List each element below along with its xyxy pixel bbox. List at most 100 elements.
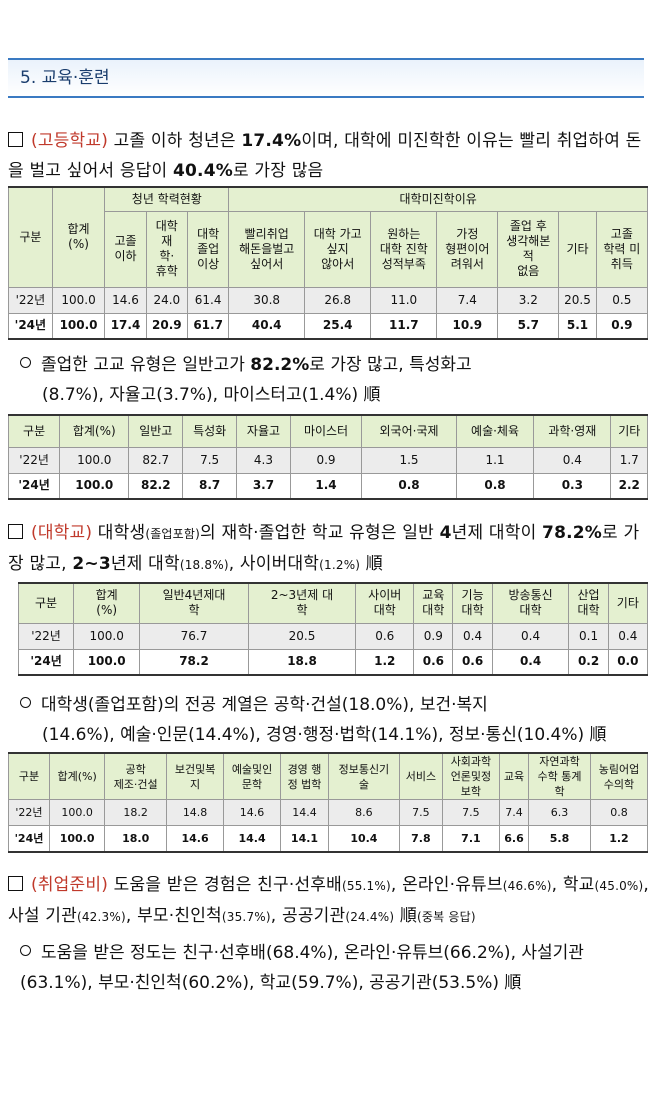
text: 년제 대학 <box>110 554 180 574</box>
small-value: (60.2%) <box>181 973 249 993</box>
table-cell: 0.6 <box>413 648 454 676</box>
header-cell: 합계(%) <box>73 582 141 624</box>
text: , 예술·인문 <box>109 725 189 745</box>
header-cell: 자율고 <box>236 414 291 448</box>
paragraph-university: (대학교) 대학생(졸업포함)의 재학·졸업한 학교 유형은 일반 4년제 대학… <box>8 518 650 580</box>
text: 이며, 대학에 미진학한 이유는 빨리 취업하여 돈을 벌고 싶어서 응답이 <box>8 131 642 181</box>
header-cell: 대학 졸업 이상 <box>186 210 230 288</box>
row-year: '22년 <box>8 286 53 314</box>
circle-bullet-icon <box>20 697 31 708</box>
header-cell: 졸업 후 생각해본 적 없음 <box>497 210 560 288</box>
table-row: '24년 100.0 18.0 14.6 14.4 14.1 10.4 7.8 7.1 6.6 5.… <box>8 825 649 853</box>
table-cell: 18.2 <box>104 799 168 826</box>
table-row: '22년 100.0 18.2 14.8 14.6 14.4 8.6 7.5 7.5 7.4 6.3… <box>8 799 649 826</box>
text: 로 가장 많고, 특성화고 <box>309 355 472 375</box>
text: , 학교 <box>248 973 292 993</box>
tag-job-prep: (취업준비) <box>31 875 109 895</box>
header-cell: 대학 재 학· 휴학 <box>145 210 188 288</box>
header-cell: 합계(%) <box>51 186 106 288</box>
table-cell: 61.4 <box>186 286 230 314</box>
small-value: (42.3%) <box>76 910 126 924</box>
table-cell: 5.1 <box>558 312 597 340</box>
table-cell: 0.4 <box>491 622 570 650</box>
table-cell: 0.6 <box>355 622 415 650</box>
text: 도움을 받은 경험은 친구·선후배 <box>108 875 342 895</box>
small-value: (68.4%) <box>265 943 334 963</box>
header-cell: 사이버 대학 <box>355 582 415 624</box>
text: , 경영·행정·법학 <box>255 725 371 745</box>
text: 고졸 이하 청년은 <box>108 131 242 151</box>
text: , 공공기관 <box>270 906 346 926</box>
table-cell: 7.5 <box>182 446 238 474</box>
table-cell: 24.0 <box>145 286 188 314</box>
text: , 온라인·유튜브 <box>333 943 444 963</box>
small-value: (63.1%) <box>20 973 88 993</box>
table-cell: 10.4 <box>327 825 400 853</box>
table-cell: 1.4 <box>289 472 363 500</box>
value: 2~3 <box>72 554 111 574</box>
table-cell: 1.7 <box>610 446 648 474</box>
small-value: (59.7%) <box>291 973 359 993</box>
text: , 부모·친인척 <box>87 973 182 993</box>
tag-high-school: (고등학교) <box>31 131 109 151</box>
small-value: (45.0%) <box>594 879 644 893</box>
header-cell: 마이스터 <box>289 414 363 448</box>
header-cell: 기능 대학 <box>452 582 493 624</box>
table-cell: 7.5 <box>398 799 443 826</box>
table-cell: 1.1 <box>455 446 535 474</box>
header-cell: 구분 <box>8 186 53 288</box>
value: 40.4% <box>172 161 233 181</box>
header-cell: 보건및복 지 <box>166 752 225 800</box>
text: 로 가장 많고, <box>8 523 640 574</box>
paragraph-major: 대학생(졸업포함)의 전공 계열은 공학·건설(18.0%), 보건·복지 (1… <box>20 690 650 750</box>
header-cell: 고졸 학력 미 취득 <box>595 210 649 288</box>
header-cell: 예술·체육 <box>455 414 535 448</box>
table-cell: 30.8 <box>228 286 306 314</box>
table-cell: 14.4 <box>280 799 329 826</box>
table-cell: 0.1 <box>568 622 609 650</box>
text: , 부모·친인척 <box>125 906 222 926</box>
table-cell: 0.4 <box>491 648 570 676</box>
table-cell: 14.6 <box>104 286 147 314</box>
table-cell: 0.0 <box>607 648 649 676</box>
header-cell: 기타 <box>558 210 597 288</box>
table-cell: 0.4 <box>607 622 649 650</box>
text: , 보건·복지 <box>409 695 488 715</box>
header-cell: 방송통신 대학 <box>491 582 570 624</box>
circle-bullet-icon <box>20 945 31 956</box>
table-cell: 76.7 <box>139 622 249 650</box>
row-year: '24년 <box>8 312 53 340</box>
value: 82.2% <box>250 355 310 375</box>
table-cell: 20.9 <box>145 312 188 340</box>
small-value: (10.4%) <box>516 725 585 745</box>
table-row: '22년 100.0 14.6 24.0 61.4 30.8 26.8 11.0 7.4 3.2 2… <box>8 286 649 314</box>
header-cell: 합계(%) <box>48 752 106 800</box>
table-cell: 17.4 <box>104 312 147 340</box>
table-cell: 100.0 <box>51 312 106 340</box>
table-cell: 82.2 <box>128 472 184 500</box>
header-cell: 빨리취업 해돈을벌고 싶어서 <box>228 210 306 288</box>
small-value: (졸업포함) <box>145 527 201 541</box>
header-cell: 교육 대학 <box>413 582 454 624</box>
header-cell: 고졸 이하 <box>104 210 147 288</box>
square-bullet-icon <box>8 524 23 539</box>
table-cell: 2.2 <box>610 472 648 500</box>
table-cell: 100.0 <box>48 799 106 826</box>
header-cell: 특성화 <box>182 414 238 448</box>
table-cell: 4.3 <box>236 446 291 474</box>
table-cell: 100.0 <box>73 648 141 676</box>
paragraph-high-school-type: 졸업한 고교 유형은 일반고가 82.2%로 가장 많고, 특성화고 (8.7%… <box>20 350 650 410</box>
table-high-school-type: 구분 합계(%) 일반고 특성화 자율고 마이스터 외국어·국제 예술·체육 과학·영재 기타 '2… <box>7 414 648 500</box>
small-value: (53.5%) <box>431 973 500 993</box>
header-cell: 합계(%) <box>59 414 130 448</box>
value: 4 <box>439 523 452 543</box>
small-value: (14.4%) <box>188 725 256 745</box>
section-title-text: 5. 교육·훈련 <box>20 68 110 88</box>
table-cell: 78.2 <box>139 648 249 676</box>
table-cell: 7.5 <box>441 799 500 826</box>
text: , 마이스터고 <box>212 385 302 405</box>
header-cell: 구분 <box>17 582 75 624</box>
header-cell: 가정 형편이어 려워서 <box>436 210 499 288</box>
text: 의 전공 계열은 공학·건설 <box>163 695 342 715</box>
